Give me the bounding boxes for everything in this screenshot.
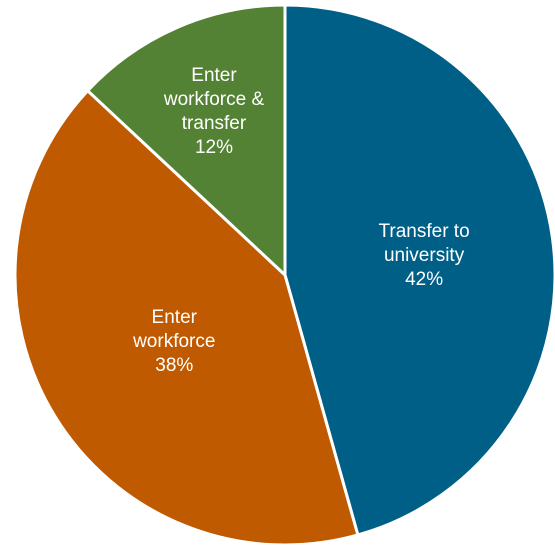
label-box: Enter workforce & transfer 12% [162,57,267,167]
pie-slice [85,3,287,279]
pie-slice [283,3,555,537]
value-label: 42% [405,268,444,290]
category-label: Transfer to university [378,220,470,266]
pie-slice [13,88,360,546]
value-label: 12% [194,136,234,158]
label-box: Enter workforce 38% [117,287,232,397]
category-label: Enter workforce & transfer [163,64,265,134]
label-box: Transfer to university 42% [357,201,492,311]
value-label: 38% [155,355,194,377]
category-label: Enter workforce [133,307,216,353]
